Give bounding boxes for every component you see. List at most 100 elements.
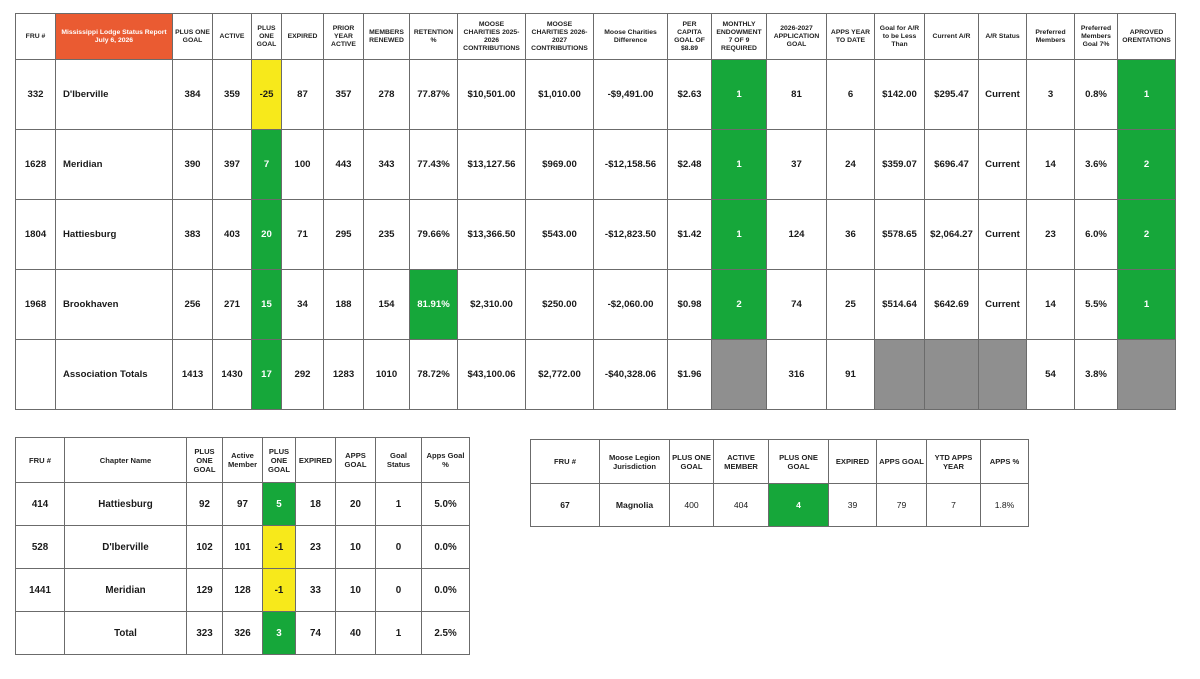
- table-cell: $969.00: [525, 129, 594, 200]
- header-expired: EXPIRED: [828, 439, 877, 484]
- legion-table-body: 67 Magnolia 400 404 4 39 79 7 1.8%: [530, 483, 1029, 527]
- table-cell: 1: [711, 129, 767, 200]
- table-cell: 128: [222, 568, 263, 612]
- header-expired: EXPIRED: [281, 13, 324, 60]
- table-cell: 124: [766, 199, 827, 270]
- table-cell: $1,010.00: [525, 59, 594, 130]
- header-ar-status: A/R Status: [978, 13, 1027, 60]
- table-cell: $0.98: [667, 269, 712, 340]
- table-cell: D'Iberville: [64, 525, 187, 569]
- table-cell: $2.63: [667, 59, 712, 130]
- table-cell: $696.47: [924, 129, 979, 200]
- header-chapter-name: Chapter Name: [64, 437, 187, 483]
- table-cell: [978, 339, 1027, 410]
- table-cell: Current: [978, 199, 1027, 270]
- table-cell: 10: [335, 568, 376, 612]
- table-cell: 278: [363, 59, 410, 130]
- header-expired: EXPIRED: [295, 437, 336, 483]
- table-cell: 443: [323, 129, 364, 200]
- table-cell: $10,501.00: [457, 59, 526, 130]
- table-cell: 54: [1026, 339, 1075, 410]
- table-cell: 1: [711, 199, 767, 270]
- table-cell: 39: [828, 483, 877, 527]
- table-cell: 20: [251, 199, 282, 270]
- table-row: 1968 Brookhaven 256 271 15 34 188 154 81.91% $2,3…: [15, 269, 1176, 340]
- header-fru: FRU #: [15, 13, 56, 60]
- table-cell: $2,772.00: [525, 339, 594, 410]
- table-cell: $578.65: [874, 199, 925, 270]
- table-cell: 14: [1026, 269, 1075, 340]
- table-cell: 91: [826, 339, 875, 410]
- header-fru: FRU #: [530, 439, 600, 484]
- table-cell: Brookhaven: [55, 269, 173, 340]
- table-cell: Hattiesburg: [64, 482, 187, 526]
- header-charities-difference: Moose Charities Difference: [593, 13, 668, 60]
- table-cell: 295: [323, 199, 364, 270]
- table-cell: 154: [363, 269, 410, 340]
- header-members-renewed: MEMBERS RENEWED: [363, 13, 410, 60]
- table-cell: 24: [826, 129, 875, 200]
- table-cell: $1.96: [667, 339, 712, 410]
- table-cell: $142.00: [874, 59, 925, 130]
- table-cell: 2: [1117, 199, 1176, 270]
- header-approved-orientations: APROVED ORENTATIONS: [1117, 13, 1176, 60]
- table-cell: 332: [15, 59, 56, 130]
- table-cell: 18: [295, 482, 336, 526]
- table-cell: 1010: [363, 339, 410, 410]
- table-cell: 1430: [212, 339, 252, 410]
- header-preferred-goal: Preferred Members Goal 7%: [1074, 13, 1118, 60]
- header-plus-one-goal: PLUS ONE GOAL: [172, 13, 213, 60]
- header-plus-one-goal: PLUS ONE GOAL: [186, 437, 223, 483]
- header-plus-one-goal-status: PLUS ONE GOAL: [262, 437, 296, 483]
- table-cell: -1: [262, 568, 296, 612]
- table-cell: 100: [281, 129, 324, 200]
- chapter-header-row: FRU # Chapter Name PLUS ONE GOAL Active …: [15, 437, 470, 483]
- chapter-status-table: FRU # Chapter Name PLUS ONE GOAL Active …: [15, 437, 470, 655]
- table-cell: 1.8%: [980, 483, 1029, 527]
- header-apps-goal: APPS GOAL: [335, 437, 376, 483]
- table-cell: 235: [363, 199, 410, 270]
- header-jurisdiction: Moose Legion Jurisdiction: [599, 439, 670, 484]
- table-cell: 3.8%: [1074, 339, 1118, 410]
- table-cell: 23: [295, 525, 336, 569]
- table-cell: 0.0%: [421, 525, 470, 569]
- table-cell: $359.07: [874, 129, 925, 200]
- header-fru: FRU #: [15, 437, 65, 483]
- table-row: 67 Magnolia 400 404 4 39 79 7 1.8%: [530, 483, 1029, 527]
- header-application-goal: 2026-2027 APPLICATION GOAL: [766, 13, 827, 60]
- table-cell: [711, 339, 767, 410]
- table-cell: 3: [1026, 59, 1075, 130]
- table-cell: 20: [335, 482, 376, 526]
- table-cell: 1: [1117, 269, 1176, 340]
- table-cell: 7: [251, 129, 282, 200]
- table-cell: 6: [826, 59, 875, 130]
- table-cell: 1441: [15, 568, 65, 612]
- table-cell: 359: [212, 59, 252, 130]
- header-active: ACTIVE: [212, 13, 252, 60]
- header-active-member: Active Member: [222, 437, 263, 483]
- table-cell: 397: [212, 129, 252, 200]
- table-cell: [15, 611, 65, 655]
- table-cell: $2,310.00: [457, 269, 526, 340]
- report-title: Mississippi Lodge Status Report July 6, …: [55, 13, 173, 60]
- table-cell: 326: [222, 611, 263, 655]
- header-prior-year-active: PRIOR YEAR ACTIVE: [323, 13, 364, 60]
- table-cell: 357: [323, 59, 364, 130]
- table-cell: 87: [281, 59, 324, 130]
- table-row: 1628 Meridian 390 397 7 100 443 343 77.43% $13,12…: [15, 129, 1176, 200]
- table-cell: 81: [766, 59, 827, 130]
- header-plus-one-goal: PLUS ONE GOAL: [669, 439, 714, 484]
- table-cell: Association Totals: [55, 339, 173, 410]
- table-row: 528 D'Iberville 102 101 -1 23 10 0 0.0%: [15, 525, 470, 569]
- table-cell: 77.43%: [409, 129, 458, 200]
- table-cell: $295.47: [924, 59, 979, 130]
- table-cell: 5.0%: [421, 482, 470, 526]
- table-cell: 5: [262, 482, 296, 526]
- table-cell: 10: [335, 525, 376, 569]
- table-cell: 81.91%: [409, 269, 458, 340]
- table-cell: 78.72%: [409, 339, 458, 410]
- table-cell: $642.69: [924, 269, 979, 340]
- table-cell: 6.0%: [1074, 199, 1118, 270]
- table-cell: Current: [978, 129, 1027, 200]
- header-plus-one-goal-status: PLUS ONE GOAL: [768, 439, 829, 484]
